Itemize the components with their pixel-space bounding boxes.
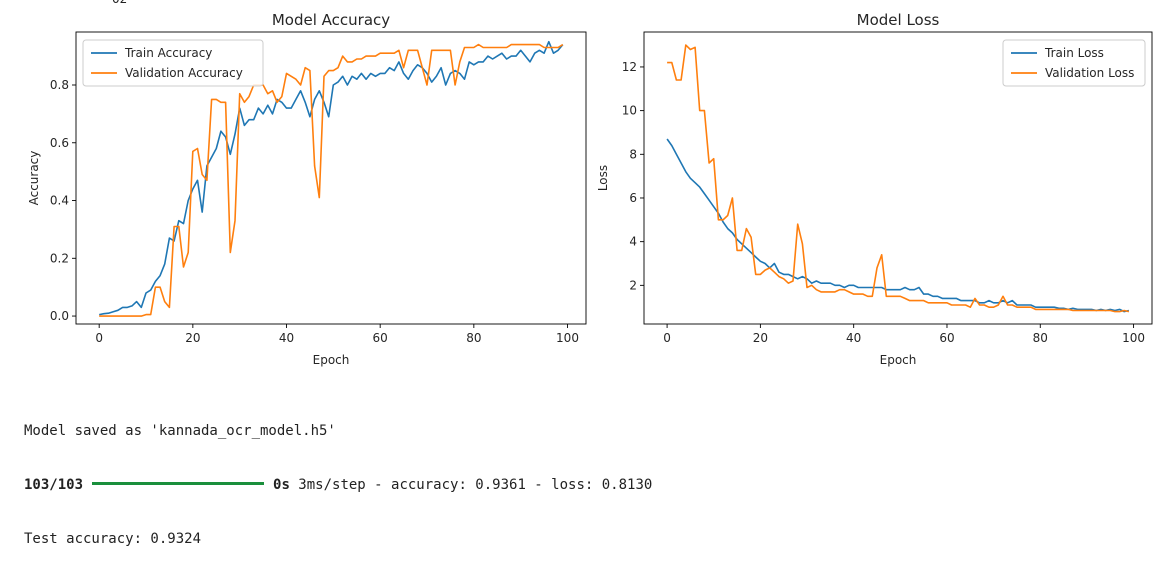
accuracy-series-validation-line (99, 43, 564, 317)
loss-legend-label: Validation Loss (1045, 66, 1134, 80)
top-clipped-text: 02 (112, 0, 127, 6)
accuracy-plot-frame (75, 31, 587, 325)
loss-x-tick-label: 80 (1033, 331, 1048, 345)
loss-series-validation-line (667, 44, 1130, 313)
accuracy-x-tick-label: 100 (556, 331, 579, 345)
loss-y-tick-label: 2 (629, 278, 637, 292)
loss-y-tick-label: 10 (622, 104, 637, 118)
accuracy-y-tick-label: 0.4 (50, 194, 69, 208)
accuracy-legend (82, 39, 264, 87)
loss-series-train-line (666, 138, 1130, 313)
accuracy-series-train-line (99, 40, 564, 316)
accuracy-y-tick-label: 0.0 (50, 309, 69, 323)
loss-y-tick-label: 12 (622, 60, 637, 74)
accuracy-legend-label: Train Accuracy (124, 46, 212, 60)
loss-x-tick-label: 60 (939, 331, 954, 345)
accuracy-y-axis-label: Accuracy (27, 151, 41, 206)
console-output: Model saved as 'kannada_ocr_model.h5' 10… (24, 386, 652, 566)
accuracy-y-tick-label: 0.6 (50, 136, 69, 150)
step-time: 0s (273, 477, 290, 493)
loss-x-tick-label: 0 (663, 331, 671, 345)
loss-legend-label: Train Loss (1044, 46, 1104, 60)
step-metrics: 3ms/step - accuracy: 0.9361 - loss: 0.81… (289, 477, 653, 493)
accuracy-x-tick-label: 80 (466, 331, 481, 345)
accuracy-x-tick-label: 0 (95, 331, 103, 345)
accuracy-legend-label: Validation Accuracy (125, 66, 243, 80)
loss-x-tick-label: 20 (753, 331, 768, 345)
progress-line: 103/103 0s 3ms/step - accuracy: 0.9361 - … (24, 476, 652, 494)
accuracy-chart-title: Model Accuracy (272, 11, 390, 29)
loss-y-axis-label: Loss (596, 165, 610, 191)
loss-x-tick-label: 100 (1122, 331, 1145, 345)
loss-plot-frame (643, 31, 1153, 325)
progress-bar (92, 482, 265, 485)
step-count: 103/103 (24, 477, 84, 493)
accuracy-y-tick-label: 0.8 (50, 78, 69, 92)
loss-x-tick-label: 40 (846, 331, 861, 345)
loss-y-tick-label: 8 (629, 147, 637, 161)
test-accuracy-line: Test accuracy: 0.9324 (24, 531, 202, 547)
loss-chart-title: Model Loss (857, 11, 940, 29)
loss-y-tick-label: 6 (629, 191, 637, 205)
accuracy-x-tick-label: 40 (279, 331, 294, 345)
accuracy-x-tick-label: 20 (185, 331, 200, 345)
loss-legend (1002, 39, 1146, 87)
accuracy-x-axis-label: Epoch (313, 353, 350, 367)
model-saved-line: Model saved as 'kannada_ocr_model.h5' (24, 423, 336, 439)
accuracy-y-tick-label: 0.2 (50, 251, 69, 265)
loss-y-tick-label: 4 (629, 235, 637, 249)
loss-x-axis-label: Epoch (880, 353, 917, 367)
accuracy-x-tick-label: 60 (373, 331, 388, 345)
